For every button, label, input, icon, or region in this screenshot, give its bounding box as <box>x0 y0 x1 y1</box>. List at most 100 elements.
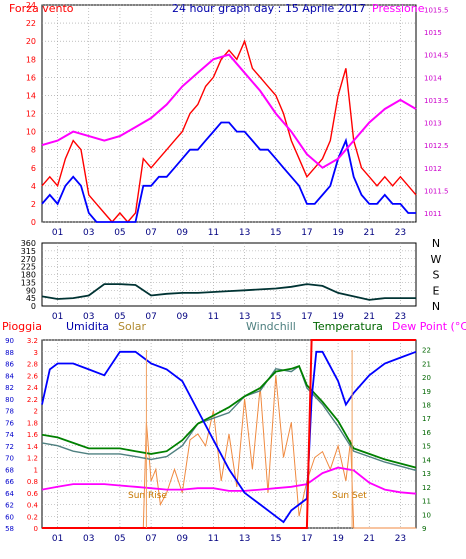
rain-tick-label: 0 <box>34 525 38 533</box>
compass-label: N <box>432 237 440 250</box>
rain-tick-label: 2.2 <box>27 396 38 404</box>
windchill-label: Windchill <box>246 320 296 333</box>
humidity-tick-label: 60 <box>5 513 14 521</box>
hour-tick-label: 03 <box>83 228 94 238</box>
hour-tick-label: 09 <box>177 312 189 322</box>
temperature-tick-label: 12 <box>422 484 431 492</box>
hour-tick-label: 23 <box>395 228 406 238</box>
compass-label: S <box>433 269 440 282</box>
direction-tick-label: 45 <box>26 294 36 303</box>
hour-tick-label: 13 <box>239 228 250 238</box>
direction-tick-label: 315 <box>21 247 36 256</box>
hour-tick-label: 13 <box>239 312 250 322</box>
hour-tick-label: 07 <box>145 534 156 544</box>
temperature-tick-label: 18 <box>422 401 431 409</box>
hour-tick-label: 11 <box>208 534 219 544</box>
pressure-tick-label: 1015 <box>424 29 442 37</box>
solar-label: Solar <box>118 320 147 333</box>
hour-tick-label: 05 <box>114 228 125 238</box>
temperature-tick-label: 20 <box>422 374 431 382</box>
wind-tick-label: 20 <box>26 37 36 46</box>
series-dewpoint <box>41 466 417 495</box>
series-wind-avg <box>41 121 416 223</box>
hour-tick-label: 01 <box>52 312 63 322</box>
hour-tick-label: 05 <box>114 534 125 544</box>
hour-tick-label: 15 <box>270 312 281 322</box>
humidity-label: Umidita <box>66 320 109 333</box>
series-pressure <box>41 53 417 169</box>
series-solar <box>42 375 416 529</box>
hour-tick-label: 17 <box>301 534 312 544</box>
temperature-tick-label: 22 <box>422 347 431 355</box>
hour-tick-label: 21 <box>364 312 375 322</box>
temperature-tick-label: 15 <box>422 443 431 451</box>
direction-tick-label: 90 <box>26 286 36 295</box>
wind-tick-label: 6 <box>31 164 36 173</box>
rain-tick-label: 1.6 <box>27 431 39 439</box>
wind-tick-label: 18 <box>26 55 36 64</box>
pressure-tick-label: 1012 <box>424 165 442 173</box>
temperature-tick-label: 17 <box>422 415 431 423</box>
direction-tick-label: 135 <box>21 278 36 287</box>
pressure-tick-label: 1011 <box>424 210 442 218</box>
humidity-tick-label: 80 <box>5 396 14 404</box>
temperature-tick-label: 11 <box>422 498 431 506</box>
temperature-tick-label: 16 <box>422 429 431 437</box>
humidity-tick-label: 58 <box>5 525 14 533</box>
series-temperature <box>41 364 417 469</box>
direction-tick-label: 270 <box>21 255 36 264</box>
temperature-label: Temperatura <box>312 320 383 333</box>
wind-tick-label: 10 <box>26 128 36 137</box>
sun-set-label: Sun Set <box>332 491 367 501</box>
humidity-tick-label: 88 <box>5 349 14 357</box>
hour-tick-label: 21 <box>364 228 375 238</box>
humidity-tick-label: 74 <box>5 431 14 439</box>
hour-tick-label: 05 <box>114 312 125 322</box>
humidity-tick-label: 66 <box>5 478 14 486</box>
hour-tick-label: 07 <box>145 228 156 238</box>
series-direction <box>41 283 416 301</box>
rain-tick-label: 1.4 <box>27 443 39 451</box>
direction-tick-label: 180 <box>21 271 36 280</box>
hour-tick-label: 03 <box>83 312 94 322</box>
temperature-tick-label: 21 <box>422 360 431 368</box>
pressure-tick-label: 1014 <box>424 74 442 82</box>
rain-tick-label: 2 <box>34 408 38 416</box>
temperature-tick-label: 14 <box>422 456 431 464</box>
direction-tick-label: 225 <box>21 263 36 272</box>
humidity-tick-label: 70 <box>5 455 14 463</box>
humidity-tick-label: 62 <box>5 502 14 510</box>
rain-tick-label: 2.6 <box>27 372 39 380</box>
hour-tick-label: 01 <box>52 228 63 238</box>
wind-tick-label: 16 <box>26 73 36 82</box>
temperature-tick-label: 10 <box>422 511 431 519</box>
dewpoint-label: Dew Point (°C) <box>392 320 466 333</box>
series-windchill <box>41 364 417 472</box>
compass-label: N <box>432 300 440 313</box>
rain-tick-label: 1.2 <box>27 455 38 463</box>
pressure-tick-label: 1013.5 <box>424 97 449 105</box>
direction-tick-label: 0 <box>31 302 36 311</box>
hour-tick-label: 19 <box>332 312 344 322</box>
humidity-tick-label: 68 <box>5 466 14 474</box>
pressure-tick-label: 1012.5 <box>424 142 449 150</box>
rain-tick-label: 1 <box>34 466 38 474</box>
rain-tick-label: 0.2 <box>27 513 38 521</box>
direction-tick-label: 360 <box>21 239 36 248</box>
compass-label: E <box>433 284 440 297</box>
rain-tick-label: 3.2 <box>27 337 38 345</box>
hour-tick-label: 03 <box>83 534 94 544</box>
pressure-label: Pressione <box>372 2 425 15</box>
rain-tick-label: 3 <box>34 349 38 357</box>
wind-tick-label: 12 <box>26 110 36 119</box>
hour-tick-label: 23 <box>395 534 406 544</box>
rain-tick-label: 2.8 <box>27 361 38 369</box>
hour-tick-label: 23 <box>395 312 406 322</box>
sun-rise-label: Sun Rise <box>128 491 167 501</box>
rain-tick-label: 2.4 <box>27 384 39 392</box>
hour-tick-label: 21 <box>364 534 375 544</box>
humidity-tick-label: 90 <box>5 337 14 345</box>
humidity-tick-label: 86 <box>5 361 14 369</box>
wind-tick-label: 8 <box>31 146 36 155</box>
